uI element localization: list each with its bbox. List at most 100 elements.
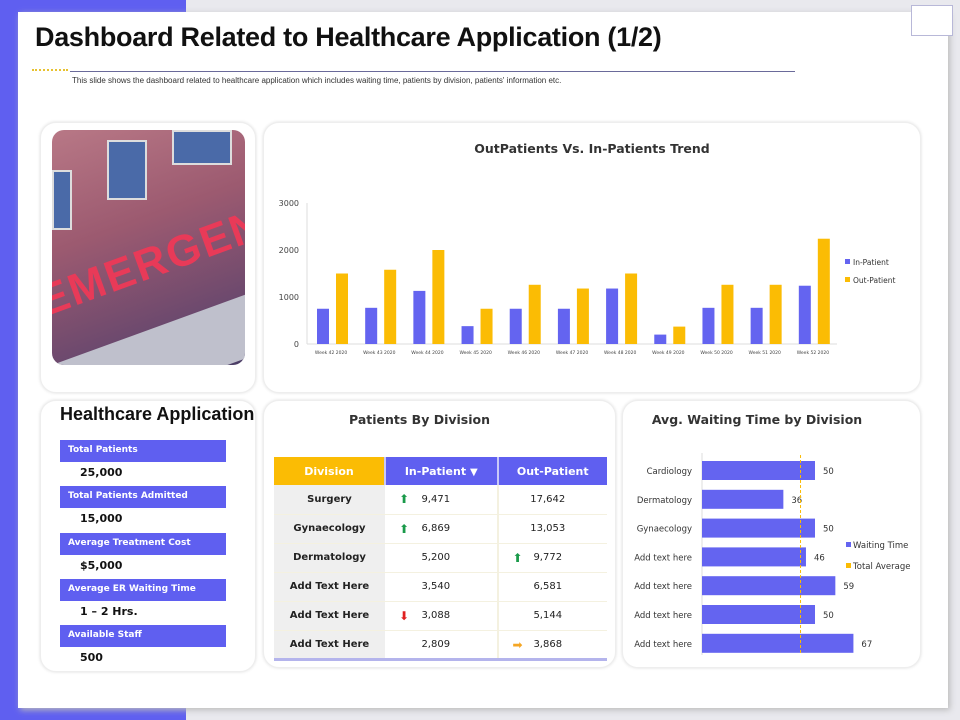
kpi-value: 500	[80, 651, 103, 665]
x-tick-label: Week 43 2020	[363, 350, 396, 356]
category-label: Gynaecology	[637, 525, 692, 535]
bar-out-patient	[336, 273, 348, 344]
table-cell-op: ⬆ 9,772	[496, 543, 607, 573]
trend-chart-title: OutPatients Vs. In-Patients Trend	[474, 141, 710, 156]
bar-waiting-time	[702, 633, 854, 653]
bar-waiting-time	[702, 547, 806, 567]
legend-label: Out-Patient	[853, 276, 895, 285]
data-label: 59	[843, 582, 854, 592]
bar-out-patient	[817, 238, 830, 344]
table-cell-op: 13,053	[496, 514, 607, 544]
category-label: Cardiology	[647, 467, 692, 477]
table-row: Add Text Here ⬇ 3,088 5,144	[274, 601, 607, 631]
table-cell-op: 6,581	[496, 572, 607, 602]
x-tick-label: Week 42 2020	[315, 350, 348, 356]
x-tick-label: Week 44 2020	[411, 350, 444, 356]
title-divider	[70, 71, 795, 72]
cell-text: 6,581	[533, 581, 563, 592]
table-cell-ip: ⬇ 3,088	[385, 601, 498, 631]
cell-text: 9,471	[421, 493, 451, 505]
arrow-right-icon: ➡	[512, 637, 523, 652]
window	[107, 140, 147, 200]
arrow-up-icon: ⬆	[399, 521, 410, 536]
cell-text: Gynaecology	[293, 523, 366, 534]
bar-waiting-time	[702, 605, 815, 624]
legend-label: In-Patient	[853, 258, 889, 267]
table-cell-name: Add Text Here	[274, 572, 385, 602]
bar-out-patient	[384, 269, 397, 344]
bar-waiting-time	[702, 576, 836, 596]
data-label: 36	[791, 496, 802, 506]
bar-in-patient	[654, 334, 667, 344]
bar-in-patient	[413, 290, 426, 344]
bar-out-patient	[769, 284, 782, 344]
data-label: 50	[823, 467, 834, 477]
table-row: Gynaecology ⬆ 6,869 13,053	[274, 514, 607, 544]
corner-decoration	[911, 5, 953, 36]
arrow-up-icon: ⬆	[512, 550, 523, 565]
table-cell-op: 17,642	[496, 485, 607, 515]
table-cell-name: Surgery	[274, 485, 385, 515]
column-header-out-patient: Out-Patient	[496, 457, 607, 485]
bar-in-patient	[606, 288, 619, 344]
kpi-title: Healthcare Application	[60, 404, 255, 424]
legend-swatch	[846, 542, 851, 547]
legend-label: Waiting Time	[853, 541, 908, 551]
cell-text: 6,869	[421, 523, 451, 534]
legend-label: Total Average	[852, 562, 910, 572]
cell-text: Surgery	[307, 493, 352, 505]
cell-text: Add Text Here	[289, 610, 370, 621]
emergency-photo: EMERGENCY	[52, 130, 245, 365]
bar-waiting-time	[702, 518, 815, 538]
bar-in-patient	[365, 307, 378, 344]
kpi-value: 15,000	[80, 512, 123, 526]
column-header-label: In-Patient	[404, 464, 467, 478]
table-cell-op: 5,144	[496, 601, 607, 631]
bar-out-patient	[625, 273, 638, 344]
x-tick-label: Week 46 2020	[508, 350, 541, 356]
table-row: Add Text Here 2,809 ➡ 3,868	[274, 630, 607, 660]
legend-swatch	[845, 259, 850, 264]
bar-in-patient	[557, 308, 570, 344]
table-row: Surgery ⬆ 9,471 17,642	[274, 485, 607, 515]
bar-in-patient	[702, 307, 715, 344]
table-cell-ip: ⬆ 9,471	[385, 485, 498, 515]
x-tick-label: Week 45 2020	[459, 350, 492, 356]
category-label: Add text here	[634, 582, 692, 592]
cell-text: 9,772	[533, 552, 563, 563]
bar-waiting-time	[702, 489, 784, 509]
waiting-time-title: Avg. Waiting Time by Division	[651, 412, 863, 427]
data-label: 50	[823, 525, 834, 535]
table-cell-ip: 2,809	[385, 630, 498, 660]
kpi-value: 1 – 2 Hrs.	[80, 604, 138, 618]
arrow-down-icon: ⬇	[399, 608, 410, 623]
accent-bar-top	[0, 0, 186, 14]
kpi-label: Average ER Waiting Time	[60, 578, 226, 601]
category-label: Add text here	[634, 640, 692, 650]
y-tick-label: 2000	[279, 246, 299, 255]
cell-text: Add Text Here	[289, 638, 370, 650]
x-tick-label: Week 52 2020	[797, 350, 830, 356]
window	[52, 170, 72, 230]
table-cell-name: Dermatology	[274, 543, 385, 573]
trend-chart-card	[263, 122, 921, 393]
cell-text: Dermatology	[293, 552, 366, 563]
cell-text: 5,144	[533, 610, 563, 621]
arrow-up-icon: ⬆	[399, 492, 410, 506]
cell-text: 3,088	[421, 610, 451, 621]
cell-text: 3,540	[421, 581, 451, 592]
page-title: Dashboard Related to Healthcare Applicat…	[35, 22, 662, 52]
window	[172, 130, 232, 165]
data-label: 50	[823, 611, 834, 621]
table-cell-ip: ⬆ 6,869	[385, 514, 498, 544]
column-header-in-patient[interactable]: In-Patient ▼	[384, 457, 498, 485]
dots-decoration	[32, 69, 68, 71]
sort-down-icon[interactable]: ▼	[469, 466, 478, 478]
kpi-value: 25,000	[80, 466, 123, 479]
table-cell-name: Add Text Here	[274, 601, 385, 631]
table-cell-ip: 3,540	[385, 572, 498, 602]
kpi-label: Total Patients	[60, 440, 226, 462]
table-row: Dermatology 5,200 ⬆ 9,772	[274, 543, 607, 573]
waiting-time-chart: Cardiology 50 Dermatology 36 Gynaecology 50 Ad…	[634, 453, 910, 655]
cell-text: 5,200	[421, 552, 451, 563]
